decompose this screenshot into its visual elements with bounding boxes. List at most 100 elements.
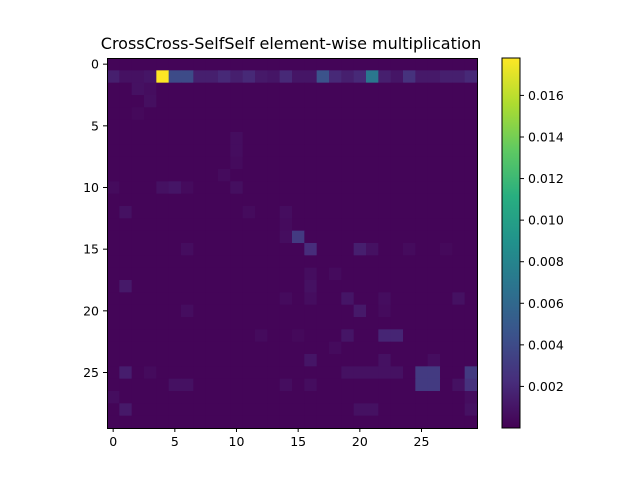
heatmap-cell [341,255,355,269]
heatmap-cell [218,193,231,207]
heatmap-cell [181,144,194,158]
heatmap-cell [119,193,133,207]
heatmap-cell [464,107,478,121]
heatmap-cell [107,304,120,318]
heatmap-cell [341,70,355,84]
heatmap-cell [119,206,133,219]
heatmap-cell [452,378,466,392]
heatmap-cell [181,218,194,232]
colorbar [502,58,520,428]
heatmap-cell [107,391,120,404]
heatmap-cell [107,181,120,195]
heatmap-cell [427,378,441,392]
heatmap-cell [181,119,194,133]
heatmap-cell [403,354,416,367]
heatmap-cell [316,82,330,96]
heatmap-cell [366,107,379,121]
heatmap-cell [279,255,293,269]
heatmap-cell [292,218,305,232]
heatmap-cell [267,230,281,244]
heatmap-cell [353,132,367,145]
heatmap-cell [341,193,355,207]
heatmap-cell [341,243,355,256]
heatmap-cell [255,193,268,207]
heatmap-cell [193,169,207,182]
heatmap-cell [144,230,157,244]
heatmap-cell [353,181,367,195]
heatmap-cell [292,267,305,281]
heatmap-cell [292,70,305,84]
heatmap-cell [181,243,194,256]
heatmap-cell [464,329,478,343]
heatmap-cell [440,391,453,404]
heatmap-cell [464,193,478,207]
heatmap-cell [316,132,330,145]
heatmap-cell [193,304,207,318]
heatmap-cell [144,144,157,158]
heatmap-cell [329,415,342,429]
heatmap-cell [242,366,256,380]
heatmap-cell [144,255,157,269]
heatmap-cell [390,354,404,367]
heatmap-cell [218,267,231,281]
heatmap-cell [329,218,342,232]
heatmap-cell [464,132,478,145]
heatmap-cell [415,243,429,256]
heatmap-cell [378,156,392,170]
heatmap-cell [316,95,330,108]
heatmap-cell [452,267,466,281]
heatmap-cell [427,415,441,429]
heatmap-cell [230,280,244,293]
heatmap-cell [316,366,330,380]
heatmap-cell [279,403,293,417]
heatmap-cell [242,304,256,318]
heatmap-cell [144,107,157,121]
heatmap-cell [403,206,416,219]
heatmap-cell [353,107,367,121]
heatmap-cell [242,292,256,306]
heatmap-cell [427,341,441,355]
heatmap-cell [279,58,293,71]
heatmap-cell [353,218,367,232]
heatmap-cell [427,304,441,318]
heatmap-cell [181,58,194,71]
heatmap-cell [403,193,416,207]
heatmap-cell [242,255,256,269]
heatmap-cell [119,378,133,392]
heatmap-cell [403,415,416,429]
heatmap-cell [255,403,268,417]
heatmap-cell [279,366,293,380]
heatmap-cell [156,415,170,429]
heatmap-cell [390,218,404,232]
heatmap-cell [205,280,219,293]
heatmap-cell [279,292,293,306]
heatmap-cell [440,82,453,96]
heatmap-cell [341,366,355,380]
heatmap-cell [255,156,268,170]
heatmap-cell [403,144,416,158]
heatmap-cell [329,119,342,133]
heatmap-cell [156,230,170,244]
heatmap-cell [230,341,244,355]
heatmap-cell [119,403,133,417]
heatmap-cell [131,132,145,145]
heatmap-cell [156,193,170,207]
heatmap-cell [156,317,170,330]
heatmap-cell [415,181,429,195]
heatmap-cell [168,218,182,232]
heatmap-cell [329,107,342,121]
heatmap-cell [304,95,318,108]
heatmap-cell [168,304,182,318]
heatmap-cell [168,95,182,108]
heatmap-cell [205,354,219,367]
heatmap-cell [242,230,256,244]
heatmap-cell [464,341,478,355]
heatmap-cell [218,181,231,195]
heatmap-cell [292,144,305,158]
heatmap-cell [304,218,318,232]
heatmap-cell [279,267,293,281]
colorbar-axis: 0.002 0.004 0.006 0.008 0.010 0.012 0.014 0.016 [520,88,564,394]
heatmap-cell [144,58,157,71]
heatmap-cell [181,156,194,170]
